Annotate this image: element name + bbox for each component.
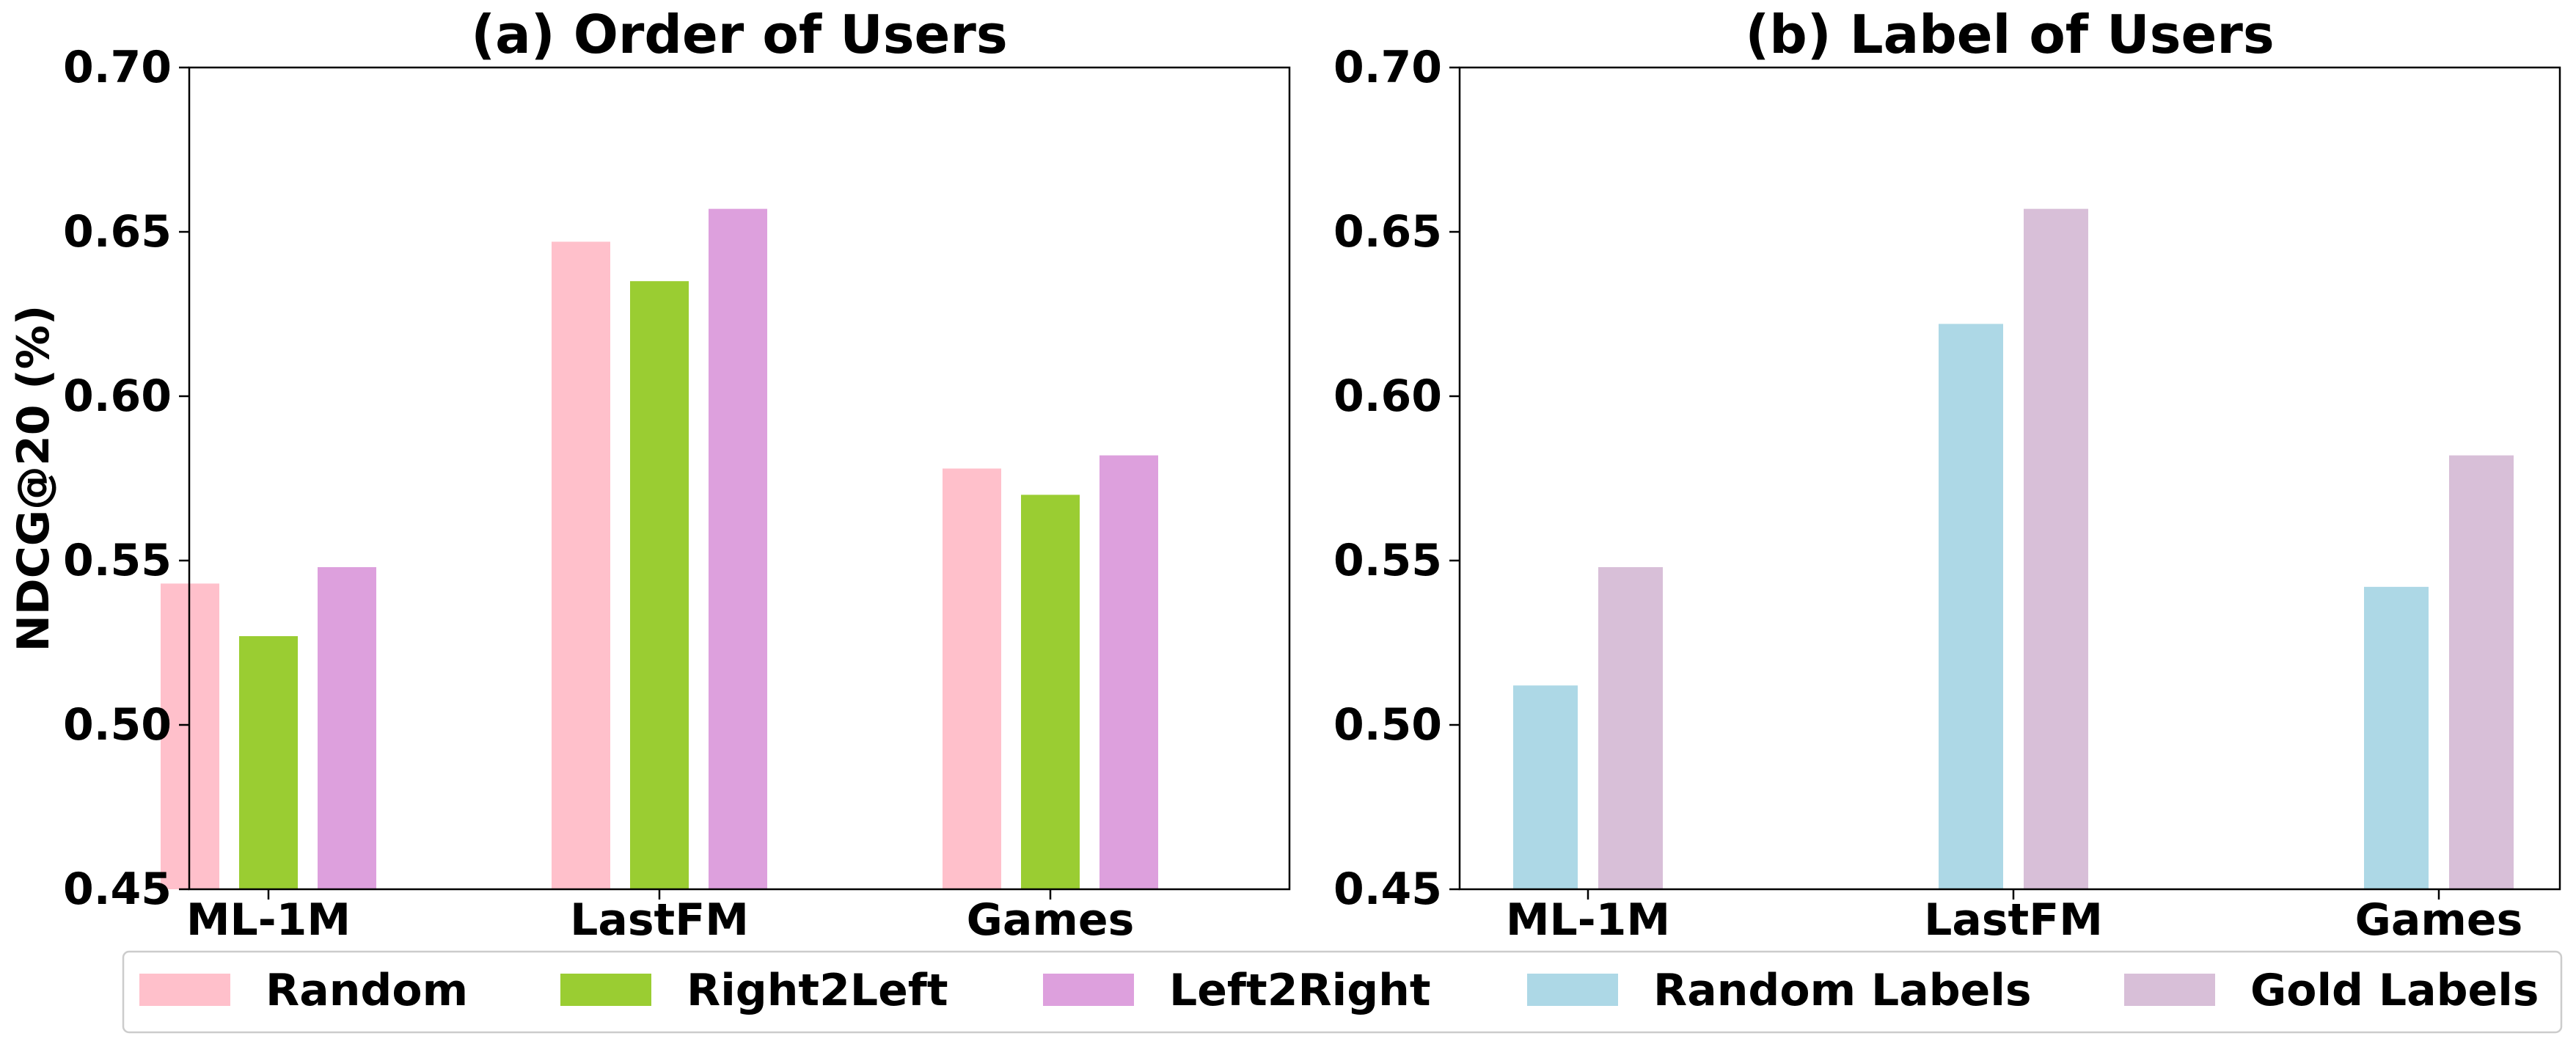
bar-gold-labels-lastfm xyxy=(2024,208,2088,889)
bar-random-labels-games xyxy=(2364,586,2429,889)
y-tick-label: 0.70 xyxy=(1333,42,1442,93)
chart-title: (b) Label of Users xyxy=(1745,4,2274,65)
y-tick-label: 0.65 xyxy=(63,206,172,258)
x-tick-label: Games xyxy=(967,894,1135,946)
bar-gold-labels-ml-1m xyxy=(1598,566,1663,889)
legend-label: Left2Right xyxy=(1169,965,1431,1016)
y-tick-label: 0.60 xyxy=(1333,371,1442,422)
y-tick-label: 0.45 xyxy=(63,864,172,915)
legend-swatch-random xyxy=(139,974,230,1006)
bar-left2right-games xyxy=(1099,455,1158,889)
bar-left2right-ml-1m xyxy=(318,566,376,889)
bar-right2left-games xyxy=(1021,495,1080,889)
legend-label: Right2Left xyxy=(687,965,948,1016)
legend-label: Random Labels xyxy=(1653,965,2032,1016)
x-tick-label: ML-1M xyxy=(186,894,351,946)
x-tick-label: LastFM xyxy=(1924,894,2103,946)
bar-right2left-ml-1m xyxy=(239,636,298,889)
legend-box xyxy=(122,950,2563,1034)
legend-label: Random xyxy=(266,965,468,1016)
bar-random-labels-ml-1m xyxy=(1513,685,1578,889)
plot-frame-b xyxy=(1458,66,2561,891)
legend-swatch-gold-labels xyxy=(2124,974,2215,1006)
bar-random-lastfm xyxy=(552,241,610,889)
x-tick-label: LastFM xyxy=(570,894,749,946)
legend-swatch-left2right xyxy=(1043,974,1134,1006)
bar-gold-labels-games xyxy=(2449,455,2514,889)
bar-random-games xyxy=(943,468,1001,889)
y-tick-label: 0.55 xyxy=(63,535,172,586)
legend-swatch-random-labels xyxy=(1527,974,1618,1006)
bar-left2right-lastfm xyxy=(709,208,767,889)
legend-label: Gold Labels xyxy=(2250,965,2539,1016)
x-tick-label: ML-1M xyxy=(1506,894,1670,946)
y-tick-label: 0.70 xyxy=(63,42,172,93)
legend-swatch-right2left xyxy=(560,974,651,1006)
bar-right2left-lastfm xyxy=(630,281,689,889)
y-tick-label: 0.50 xyxy=(1333,699,1442,751)
y-tick-label: 0.60 xyxy=(63,371,172,422)
x-tick-label: Games xyxy=(2355,894,2523,946)
y-axis-label: NDCG@20 (%) xyxy=(8,305,59,652)
bar-random-labels-lastfm xyxy=(1939,324,2003,889)
y-tick-label: 0.65 xyxy=(1333,206,1442,258)
y-tick-label: 0.55 xyxy=(1333,535,1442,586)
chart-title: (a) Order of Users xyxy=(471,4,1008,65)
y-tick-label: 0.45 xyxy=(1333,864,1442,915)
y-tick-label: 0.50 xyxy=(63,699,172,751)
plot-frame-a xyxy=(188,66,1291,891)
